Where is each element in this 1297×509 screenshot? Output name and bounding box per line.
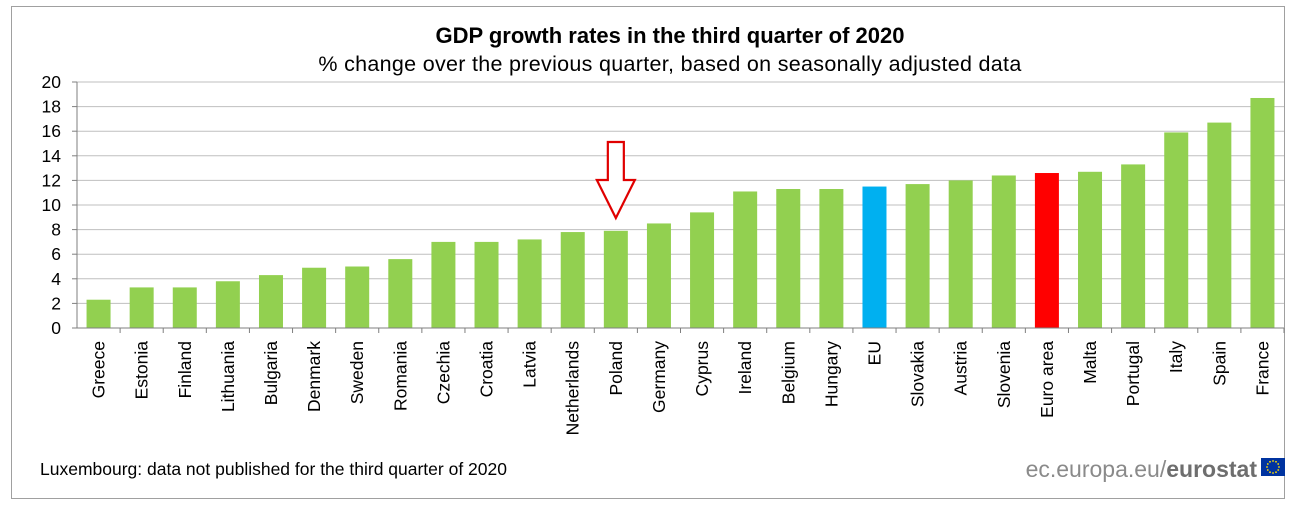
- bar-france: [1250, 97, 1275, 329]
- category-label: Czechia: [433, 341, 453, 404]
- category-label: Cyprus: [692, 341, 712, 397]
- category-label: Austria: [951, 341, 971, 396]
- eu-flag-star: [1272, 460, 1274, 462]
- eu-flag-star: [1272, 472, 1274, 474]
- bar-croatia: [474, 241, 499, 328]
- category-label: Denmark: [304, 341, 324, 412]
- bar-cyprus: [690, 212, 715, 328]
- category-label: Italy: [1166, 341, 1186, 373]
- category-labels: Greece Estonia Finland Lithuania Bulgaria Den…: [89, 341, 1273, 436]
- category-label: Latvia: [520, 341, 540, 388]
- down-arrow-icon: [595, 140, 637, 221]
- bar-slovakia: [905, 184, 930, 328]
- y-tick-label: 18: [42, 97, 61, 117]
- y-tick-labels: 0 2 4 6 8 10 12 14 16 18 20: [42, 72, 62, 338]
- bar-belgium: [776, 189, 801, 328]
- category-label: Slovakia: [908, 341, 928, 407]
- bar-ireland: [733, 191, 758, 328]
- bar-czechia: [431, 241, 456, 328]
- y-tick-label: 8: [51, 220, 61, 240]
- y-tick-label: 20: [42, 72, 62, 92]
- bar-lithuania: [215, 281, 240, 328]
- category-label: Belgium: [778, 341, 798, 404]
- eu-flag-star: [1277, 463, 1280, 465]
- category-label: Lithuania: [218, 341, 238, 412]
- bar-greece: [86, 299, 111, 328]
- eu-flag-star: [1266, 463, 1269, 465]
- eu-flag-star: [1269, 460, 1271, 463]
- footnote: Luxembourg: data not published for the t…: [40, 459, 507, 479]
- axes: [72, 81, 1285, 333]
- category-label: Poland: [606, 341, 626, 396]
- bar-estonia: [129, 287, 154, 328]
- category-label: Spain: [1209, 341, 1229, 386]
- bar-germany: [646, 223, 671, 328]
- category-label: France: [1252, 341, 1272, 395]
- eu-flag-star: [1266, 466, 1268, 468]
- category-label: Finland: [175, 341, 195, 398]
- eu-flag-star: [1275, 471, 1277, 474]
- eu-flag-star: [1278, 466, 1280, 468]
- y-tick-label: 2: [51, 293, 61, 313]
- category-label: Estonia: [132, 341, 152, 400]
- y-tick-label: 12: [42, 170, 61, 190]
- gridlines: [77, 81, 1284, 329]
- category-label: Malta: [1080, 341, 1100, 384]
- eu-flag-star: [1266, 469, 1269, 471]
- bar-austria: [948, 180, 973, 328]
- bar-hungary: [819, 189, 844, 328]
- bar-eu: [862, 186, 887, 328]
- category-label: Germany: [649, 341, 669, 413]
- y-tick-label: 14: [42, 146, 62, 166]
- category-label: Ireland: [735, 341, 755, 395]
- eurostat-logo: ec.europa.eu/eurostat: [1026, 456, 1285, 482]
- category-label: Greece: [89, 341, 109, 398]
- bar-romania: [388, 259, 413, 328]
- eu-flag-star: [1277, 469, 1280, 471]
- y-tick-label: 10: [42, 195, 62, 215]
- bars: [86, 97, 1275, 329]
- category-label: Netherlands: [563, 341, 583, 436]
- highlight-arrow: [595, 140, 637, 221]
- bar-poland: [603, 230, 628, 328]
- y-tick-label: 16: [42, 121, 61, 141]
- bar-italy: [1164, 132, 1189, 328]
- y-tick-label: 0: [51, 318, 61, 338]
- bar-denmark: [302, 267, 327, 328]
- eu-flag-star: [1275, 460, 1277, 463]
- bar-bulgaria: [258, 275, 283, 328]
- category-label: Portugal: [1123, 341, 1143, 406]
- bar-finland: [172, 287, 197, 328]
- category-label: Euro area: [1037, 341, 1057, 418]
- category-label: Romania: [390, 341, 410, 411]
- bar-sweden: [345, 266, 370, 328]
- category-label: Slovenia: [994, 341, 1014, 408]
- bar-slovenia: [991, 175, 1016, 328]
- category-label: Bulgaria: [261, 341, 281, 405]
- chart-subtitle: % change over the previous quarter, base…: [318, 52, 1021, 76]
- bar-portugal: [1121, 164, 1146, 328]
- source-logo-bold: eurostat: [1166, 456, 1257, 482]
- eu-flag-field: [1261, 458, 1285, 476]
- bar-netherlands: [560, 232, 585, 328]
- source-logo-text: ec.europa.eu/eurostat: [1026, 456, 1258, 482]
- bar-malta: [1078, 171, 1103, 328]
- bar-euro-area: [1034, 173, 1059, 328]
- category-label: Sweden: [347, 341, 367, 404]
- source-logo-light: ec.europa.eu/: [1026, 456, 1167, 482]
- bar-spain: [1207, 122, 1232, 328]
- category-label: Croatia: [477, 341, 497, 398]
- bar-latvia: [517, 239, 542, 328]
- y-tick-label: 4: [51, 269, 61, 289]
- category-label: Hungary: [821, 341, 841, 407]
- y-tick-label: 6: [51, 244, 61, 264]
- eu-flag-star: [1269, 471, 1271, 474]
- category-label: EU: [864, 341, 884, 365]
- eu-flag-icon: [1261, 458, 1285, 476]
- chart-title: GDP growth rates in the third quarter of…: [435, 23, 904, 48]
